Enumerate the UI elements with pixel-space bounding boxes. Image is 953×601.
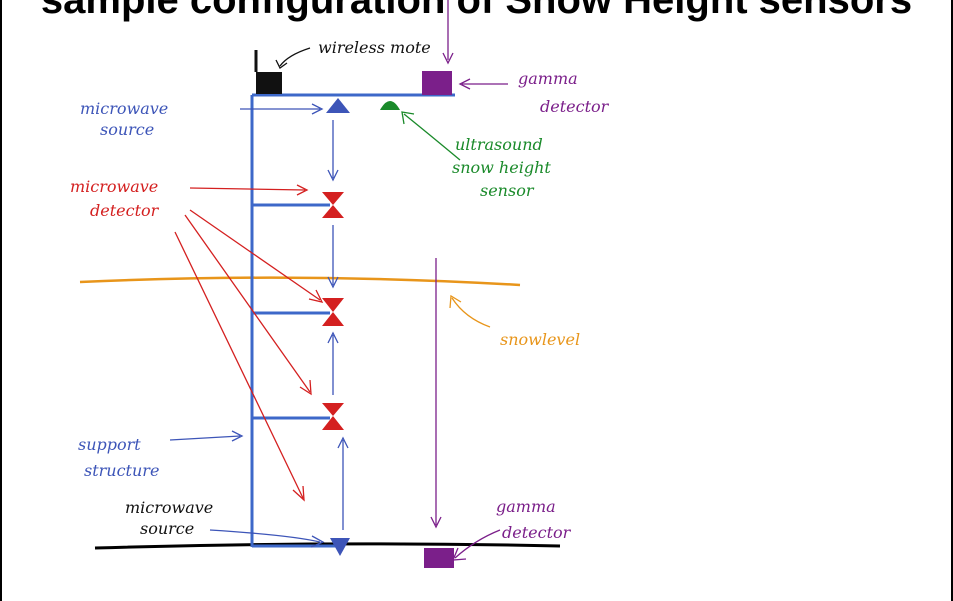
leader-arrows — [169, 47, 508, 561]
label-microwave-source-bottom-2: source — [140, 519, 194, 538]
label-support-structure-1: support — [78, 435, 141, 454]
snow-level-line — [79, 276, 521, 287]
ultrasound-sensor — [380, 101, 400, 110]
support-structure — [250, 93, 455, 548]
ground-line — [94, 542, 561, 550]
label-support-structure-2: structure — [84, 461, 159, 480]
label-snowlevel: snowlevel — [500, 330, 580, 349]
microwave-detector-3 — [322, 403, 344, 430]
microwave-detector-2 — [322, 298, 344, 326]
label-gamma-detector-top-2: detector — [540, 97, 610, 116]
label-wireless-mote: wireless mote — [318, 38, 431, 57]
label-microwave-source-bottom-1: microwave — [125, 498, 213, 517]
gamma-paths — [430, 0, 454, 529]
label-microwave-source-top-1: microwave — [80, 99, 168, 118]
label-microwave-source-top-2: source — [100, 120, 154, 139]
label-gamma-detector-bottom-2: detector — [502, 523, 572, 542]
microwave-paths — [327, 120, 349, 530]
label-microwave-detector-1: microwave — [70, 177, 158, 196]
gamma-detector-top — [422, 71, 452, 95]
label-microwave-detector-2: detector — [90, 201, 160, 220]
microwave-source-bottom — [330, 538, 350, 556]
detector-arrows — [174, 184, 324, 502]
wireless-mote — [254, 50, 282, 94]
label-ultrasound-3: sensor — [480, 181, 535, 200]
diagram-title: sample configuration of Snow Height sens… — [40, 0, 913, 22]
label-ultrasound-2: snow height — [452, 158, 551, 177]
label-gamma-detector-top-1: gamma — [518, 69, 578, 88]
microwave-source-top — [326, 98, 350, 113]
label-gamma-detector-bottom-1: gamma — [496, 497, 556, 516]
label-ultrasound-1: ultrasound — [455, 135, 543, 154]
gamma-detector-bottom — [424, 548, 454, 568]
microwave-detector-1 — [322, 192, 344, 218]
